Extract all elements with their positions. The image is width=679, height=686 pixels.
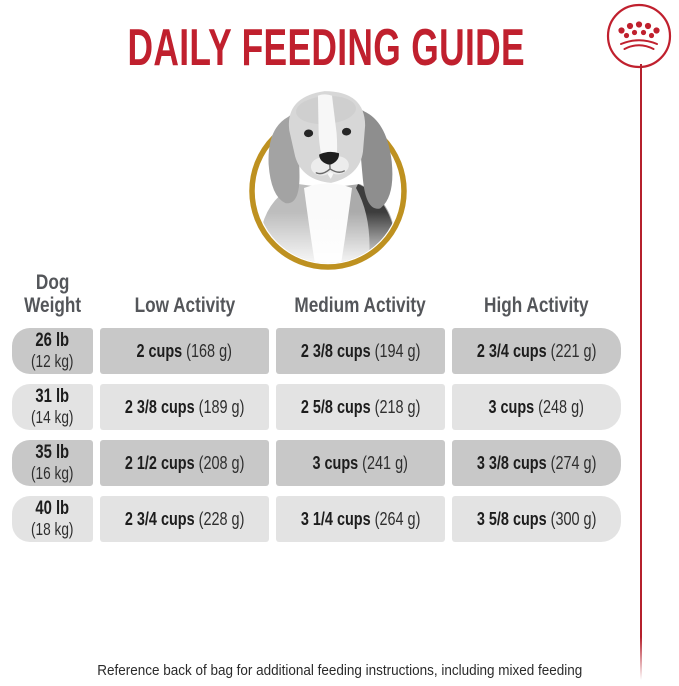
column-header-weight: Dog Weight <box>23 270 81 317</box>
feeding-cell: 3 3/8 cups (274 g) <box>452 440 621 486</box>
dog-head <box>268 91 393 209</box>
feeding-cell: 3 5/8 cups (300 g) <box>452 496 621 542</box>
weight-cell: 35 lb (16 kg) <box>12 440 93 486</box>
feeding-cell: 2 1/2 cups (208 g) <box>100 440 269 486</box>
beagle-photo <box>249 91 407 270</box>
feeding-cell: 3 cups (248 g) <box>452 384 621 430</box>
weight-cell: 26 lb (12 kg) <box>12 328 93 374</box>
brand-rule-line <box>640 64 642 680</box>
feeding-cell: 2 3/8 cups (194 g) <box>276 328 445 374</box>
feeding-cell: 2 cups (168 g) <box>100 328 269 374</box>
page-title: DAILY FEEDING GUIDE <box>127 19 525 77</box>
column-header-low-activity: Low Activity <box>134 292 235 317</box>
feeding-cell: 3 1/4 cups (264 g) <box>276 496 445 542</box>
royal-canin-crown-icon <box>606 3 672 69</box>
feeding-table: Dog Weight Low Activity Medium Activity … <box>12 264 621 542</box>
feeding-cell: 2 3/8 cups (189 g) <box>100 384 269 430</box>
right-eye <box>341 127 352 136</box>
column-header-high-activity: High Activity <box>484 292 589 317</box>
feeding-cell: 3 cups (241 g) <box>276 440 445 486</box>
feeding-cell: 2 3/4 cups (221 g) <box>452 328 621 374</box>
column-header-medium-activity: Medium Activity <box>294 292 427 317</box>
weight-cell: 31 lb (14 kg) <box>12 384 93 430</box>
right-ear <box>358 110 393 209</box>
nose <box>319 151 340 165</box>
feeding-cell: 2 3/4 cups (228 g) <box>100 496 269 542</box>
footer-note: Reference back of bag for additional fee… <box>96 663 583 679</box>
feeding-cell: 2 5/8 cups (218 g) <box>276 384 445 430</box>
weight-cell: 40 lb (18 kg) <box>12 496 93 542</box>
left-eye <box>303 129 314 138</box>
